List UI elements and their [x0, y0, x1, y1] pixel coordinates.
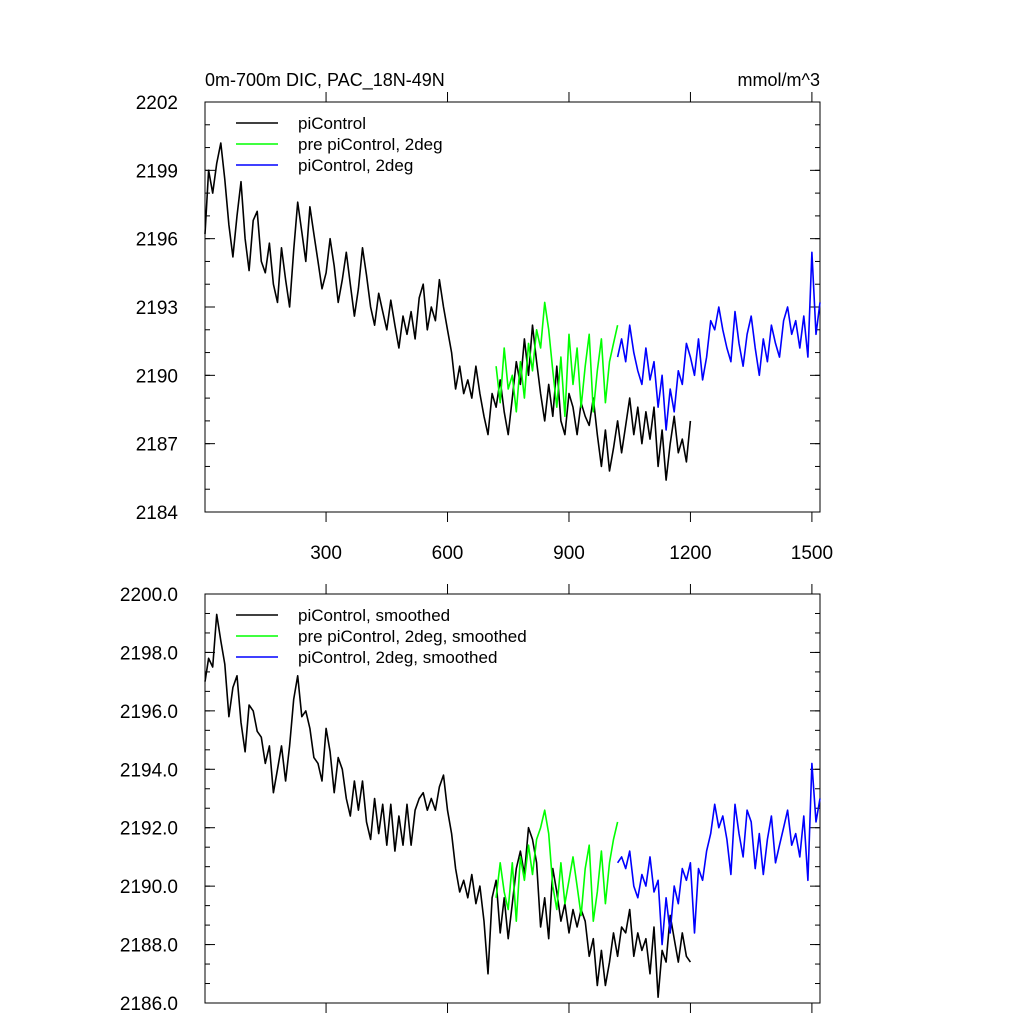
units-label: mmol/m^3	[738, 70, 820, 90]
y-tick-label: 2186.0	[120, 994, 178, 1015]
legend-label: piControl, smoothed	[298, 606, 450, 625]
series-line-2	[495, 301, 619, 418]
y-tick-label: 2187	[136, 435, 178, 456]
x-tick-label: 600	[432, 543, 464, 564]
series-line-1	[204, 613, 692, 999]
legend-label: pre piControl, 2deg, smoothed	[298, 627, 527, 646]
series-line-2	[495, 809, 619, 923]
legend-label: piControl, 2deg	[298, 156, 413, 175]
y-tick-label: 2188.0	[120, 936, 178, 957]
series-line-3	[616, 762, 821, 946]
y-tick-label: 2184	[136, 503, 179, 524]
y-tick-label: 2196	[136, 230, 178, 251]
y-tick-label: 2193	[136, 298, 178, 319]
x-tick-label: 900	[553, 543, 585, 564]
series-line-3	[616, 251, 821, 431]
top-panel: 0m-700m DIC, PAC_18N-49N mmol/m^3 2184 21…	[136, 70, 833, 564]
chart-title: 0m-700m DIC, PAC_18N-49N	[205, 70, 445, 91]
legend-label: piControl	[298, 114, 366, 133]
y-tick-label: 2199	[136, 161, 178, 182]
legend-label: piControl, 2deg, smoothed	[298, 648, 497, 667]
bottom-panel: 2186.0 2188.0 2190.0 2192.0 2194.0 2196.0 2198…	[120, 584, 821, 1015]
y-tick-label: 2192.0	[120, 819, 178, 840]
y-tick-label: 2200.0	[120, 585, 178, 606]
y-tick-label: 2202	[136, 93, 178, 114]
x-tick-label: 1500	[791, 543, 833, 564]
x-tick-label: 300	[310, 543, 342, 564]
series-line-1	[204, 142, 692, 481]
y-tick-label: 2190.0	[120, 877, 178, 898]
legend-label: pre piControl, 2deg	[298, 135, 443, 154]
y-tick-label: 2198.0	[120, 643, 178, 664]
x-tick-label: 1200	[669, 543, 711, 564]
y-tick-label: 2190	[136, 366, 178, 387]
y-tick-label: 2196.0	[120, 702, 178, 723]
y-tick-label: 2194.0	[120, 760, 178, 781]
